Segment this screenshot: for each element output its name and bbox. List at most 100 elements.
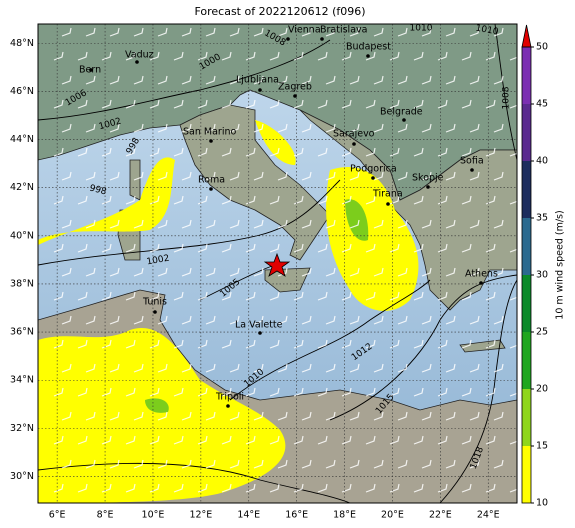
city-label: Sarajevo	[333, 129, 375, 140]
barb	[437, 291, 448, 301]
city-dot	[258, 331, 262, 335]
barb	[229, 267, 240, 277]
barb	[221, 195, 232, 205]
barb	[389, 291, 400, 301]
barb	[301, 315, 312, 325]
colorbar-segment	[522, 218, 531, 275]
barb	[109, 363, 120, 373]
barb	[53, 99, 64, 109]
barb	[373, 27, 384, 37]
colorbar-tick-label: 50	[536, 42, 548, 53]
barb	[253, 75, 264, 85]
barb	[293, 291, 304, 301]
barb	[509, 152, 517, 157]
colorbar-tick-label: 10	[536, 498, 548, 509]
barb	[253, 315, 264, 325]
barb	[397, 267, 408, 277]
target-star	[263, 252, 291, 277]
barb	[205, 459, 216, 469]
barb	[421, 267, 432, 277]
barb	[109, 411, 120, 421]
barb	[397, 219, 408, 229]
barb	[101, 195, 112, 205]
barb	[157, 315, 168, 325]
city-dot	[386, 202, 390, 206]
isobar-label: 1010	[410, 24, 433, 34]
barb	[437, 435, 448, 445]
barb	[365, 339, 376, 349]
barb	[133, 123, 144, 133]
barb	[469, 171, 480, 181]
city-label: San Marino	[183, 127, 236, 138]
barb	[61, 75, 72, 85]
barb	[373, 267, 384, 277]
barb	[61, 315, 72, 325]
barb	[221, 483, 232, 493]
barb	[53, 435, 64, 445]
barb	[421, 75, 432, 85]
barb	[101, 483, 112, 493]
lon-label: 24°E	[477, 510, 500, 521]
barb	[133, 411, 144, 421]
barb	[413, 243, 424, 253]
city-dot	[153, 310, 157, 314]
barb	[61, 219, 72, 229]
barb	[125, 99, 136, 109]
lon-label: 8°E	[97, 510, 114, 521]
barb	[229, 75, 240, 85]
barb	[437, 99, 448, 109]
barb	[197, 99, 208, 109]
barb	[317, 147, 328, 157]
barb	[469, 27, 480, 37]
city-dot	[135, 60, 139, 64]
barb	[293, 435, 304, 445]
colorbar-segment	[522, 47, 531, 104]
barb	[445, 411, 456, 421]
barb	[229, 363, 240, 373]
barb	[461, 291, 472, 301]
barb	[173, 435, 184, 445]
barb	[301, 27, 312, 37]
barb	[509, 248, 517, 253]
barb	[397, 363, 408, 373]
barb	[469, 459, 480, 469]
barb	[325, 459, 336, 469]
barb	[461, 51, 472, 61]
barb	[245, 243, 256, 253]
barb	[229, 459, 240, 469]
isobar-label: 1008	[502, 86, 512, 109]
barb	[389, 99, 400, 109]
barb	[149, 243, 160, 253]
city-dot	[286, 37, 290, 41]
barb	[349, 75, 360, 85]
barb	[205, 123, 216, 133]
barb	[365, 387, 376, 397]
lon-label: 16°E	[285, 510, 308, 521]
barb	[245, 435, 256, 445]
barb	[133, 315, 144, 325]
barb	[157, 411, 168, 421]
barb	[77, 339, 88, 349]
barb	[469, 411, 480, 421]
lon-label: 6°E	[49, 510, 66, 521]
barb	[365, 51, 376, 61]
barb	[421, 171, 432, 181]
barb	[421, 363, 432, 373]
city-label: Zagreb	[278, 82, 312, 93]
barb	[101, 51, 112, 61]
lon-label: 10°E	[142, 510, 165, 521]
barb	[277, 411, 288, 421]
barb	[205, 267, 216, 277]
barb	[317, 483, 328, 493]
barb	[101, 387, 112, 397]
barb	[437, 51, 448, 61]
barb	[317, 99, 328, 109]
barb	[509, 392, 517, 397]
barb	[77, 435, 88, 445]
barb	[509, 104, 517, 109]
barb	[293, 99, 304, 109]
barb	[53, 51, 64, 61]
city-label: Roma	[198, 175, 225, 186]
colorbar-tick-label: 35	[536, 213, 548, 224]
barb	[445, 171, 456, 181]
